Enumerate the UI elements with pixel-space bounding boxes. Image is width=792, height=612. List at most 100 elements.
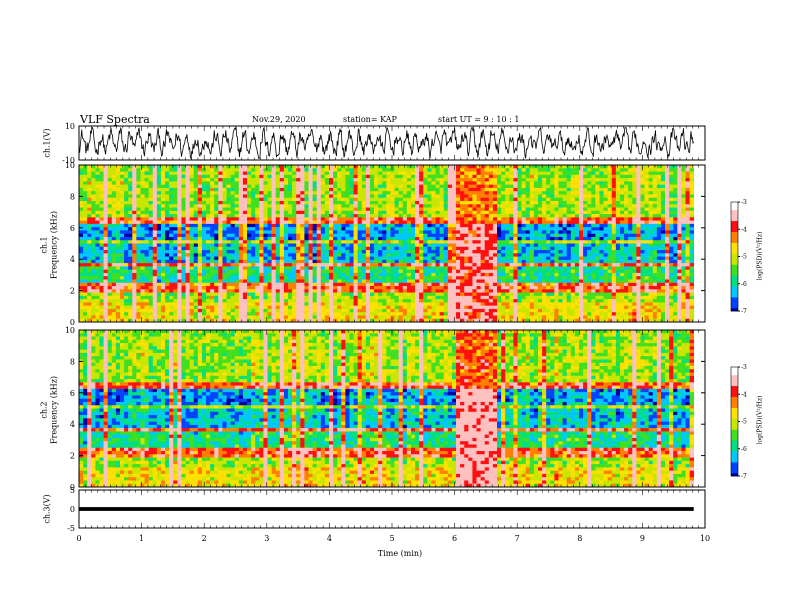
spectrogram-cell <box>275 236 281 241</box>
spectrogram-cell <box>242 204 248 208</box>
spectrogram-cell <box>111 197 117 202</box>
spectrogram-cell <box>99 295 104 300</box>
spectrogram-cell <box>197 263 203 267</box>
spectrogram-cell <box>79 246 84 251</box>
spectrogram-cell <box>206 236 211 241</box>
spectrogram-cell <box>181 233 186 238</box>
spectrogram-cell <box>193 210 199 215</box>
spectrogram-cell <box>447 266 453 270</box>
spectrogram-cell <box>341 246 346 251</box>
spectrogram-cell <box>144 272 149 277</box>
spectrogram-cell <box>99 243 104 248</box>
spectrogram-cell <box>374 194 379 199</box>
spectrogram-cell <box>107 184 113 189</box>
spectrogram-cell <box>152 165 158 169</box>
spectrogram-cell <box>271 250 277 254</box>
spectrogram-cell <box>275 246 281 251</box>
spectrogram-cell <box>398 269 404 274</box>
spectrogram-cell <box>468 236 473 241</box>
spectrogram-cell <box>107 259 113 264</box>
spectrogram-cell <box>472 253 477 257</box>
spectrogram-cell <box>451 269 457 274</box>
ch1-ytick-label: 10 <box>65 122 75 131</box>
spectrogram-cell <box>353 227 358 231</box>
spectrogram-cell <box>402 165 408 169</box>
spectrogram-cell <box>365 210 371 215</box>
spectrogram-cell <box>312 181 317 185</box>
spectrogram-cell <box>415 289 420 293</box>
spectrogram-cell <box>148 302 154 306</box>
spectrogram-cell <box>406 312 412 316</box>
spectrogram-cell <box>156 214 162 218</box>
spectrogram-cell <box>103 279 108 284</box>
spectrogram-cell <box>292 308 297 313</box>
spectrogram-cell <box>144 302 149 306</box>
spectrogram-cell <box>345 207 350 212</box>
spectrogram-cell <box>431 286 436 290</box>
spectrogram-cell <box>415 302 420 306</box>
spectrogram-cell <box>103 171 108 176</box>
spectrogram-cell <box>451 233 457 238</box>
spectrogram-cell <box>91 174 96 179</box>
spectrogram-cell <box>251 174 256 179</box>
spectrogram-cell <box>251 220 256 225</box>
spectrogram-cell <box>415 217 420 221</box>
spectrogram-cell <box>456 295 461 300</box>
spectrogram-cell <box>226 292 231 297</box>
spectrogram-cell <box>353 200 358 205</box>
spectrogram-cell <box>95 174 100 179</box>
spectrogram-cell <box>214 227 219 231</box>
spectrogram-cell <box>304 250 309 254</box>
spectrogram-cell <box>103 214 108 218</box>
spectrogram-cell <box>337 269 342 274</box>
spectrogram-cell <box>275 227 281 231</box>
spectrogram-cell <box>169 194 174 199</box>
spectrogram-cell <box>193 217 199 221</box>
spectrogram-cell <box>275 171 281 176</box>
spectrogram-cell <box>279 200 285 205</box>
spectrogram-cell <box>275 197 281 202</box>
spectrogram-cell <box>271 165 277 169</box>
spectrogram-cell <box>226 233 231 238</box>
spectrogram-cell <box>349 217 354 221</box>
spectrogram-cell <box>238 269 244 274</box>
spectrogram-cell <box>497 204 502 208</box>
spectrogram-cell <box>136 282 141 287</box>
spectrogram-cell <box>337 230 342 234</box>
spectrogram-cell <box>259 266 264 270</box>
spectrogram-cell <box>160 295 166 300</box>
spectrogram-cell <box>206 194 211 199</box>
spectrogram-cell <box>456 299 461 303</box>
spectrogram-cell <box>349 312 354 316</box>
spectrogram-cell <box>353 279 358 284</box>
spectrogram-cell <box>451 220 457 225</box>
spectrogram-cell <box>328 318 334 323</box>
spectrogram-cell <box>308 214 313 218</box>
spectrogram-cell <box>419 184 424 189</box>
spectrogram-cell <box>201 181 207 185</box>
spectrogram-cell <box>353 181 358 185</box>
spectrogram-cell <box>492 266 498 270</box>
spectrogram-cell <box>357 318 363 323</box>
spectrogram-cell <box>435 295 440 300</box>
spectrogram-cell <box>316 256 322 261</box>
spectrogram-cell <box>210 240 215 244</box>
spectrogram-cell <box>435 165 440 169</box>
spectrogram-cell <box>259 240 264 244</box>
spectrogram-cell <box>398 220 404 225</box>
spectrogram-cell <box>451 318 457 323</box>
spectrogram-cell <box>288 197 293 202</box>
spectrogram-cell <box>398 308 404 313</box>
spectrogram-cell <box>480 269 486 274</box>
spectrogram-cell <box>328 263 334 267</box>
spectrogram-cell <box>148 286 154 290</box>
spectrogram-cell <box>169 171 174 176</box>
spectrogram-cell <box>328 214 334 218</box>
spectrogram-cell <box>468 243 473 248</box>
spectrogram-cell <box>173 191 178 195</box>
spectrogram-cell <box>132 204 137 208</box>
spectrogram-cell <box>316 308 322 313</box>
spectrogram-cell <box>378 191 383 195</box>
spectrogram-cell <box>427 204 432 208</box>
spectrogram-cell <box>234 272 240 277</box>
